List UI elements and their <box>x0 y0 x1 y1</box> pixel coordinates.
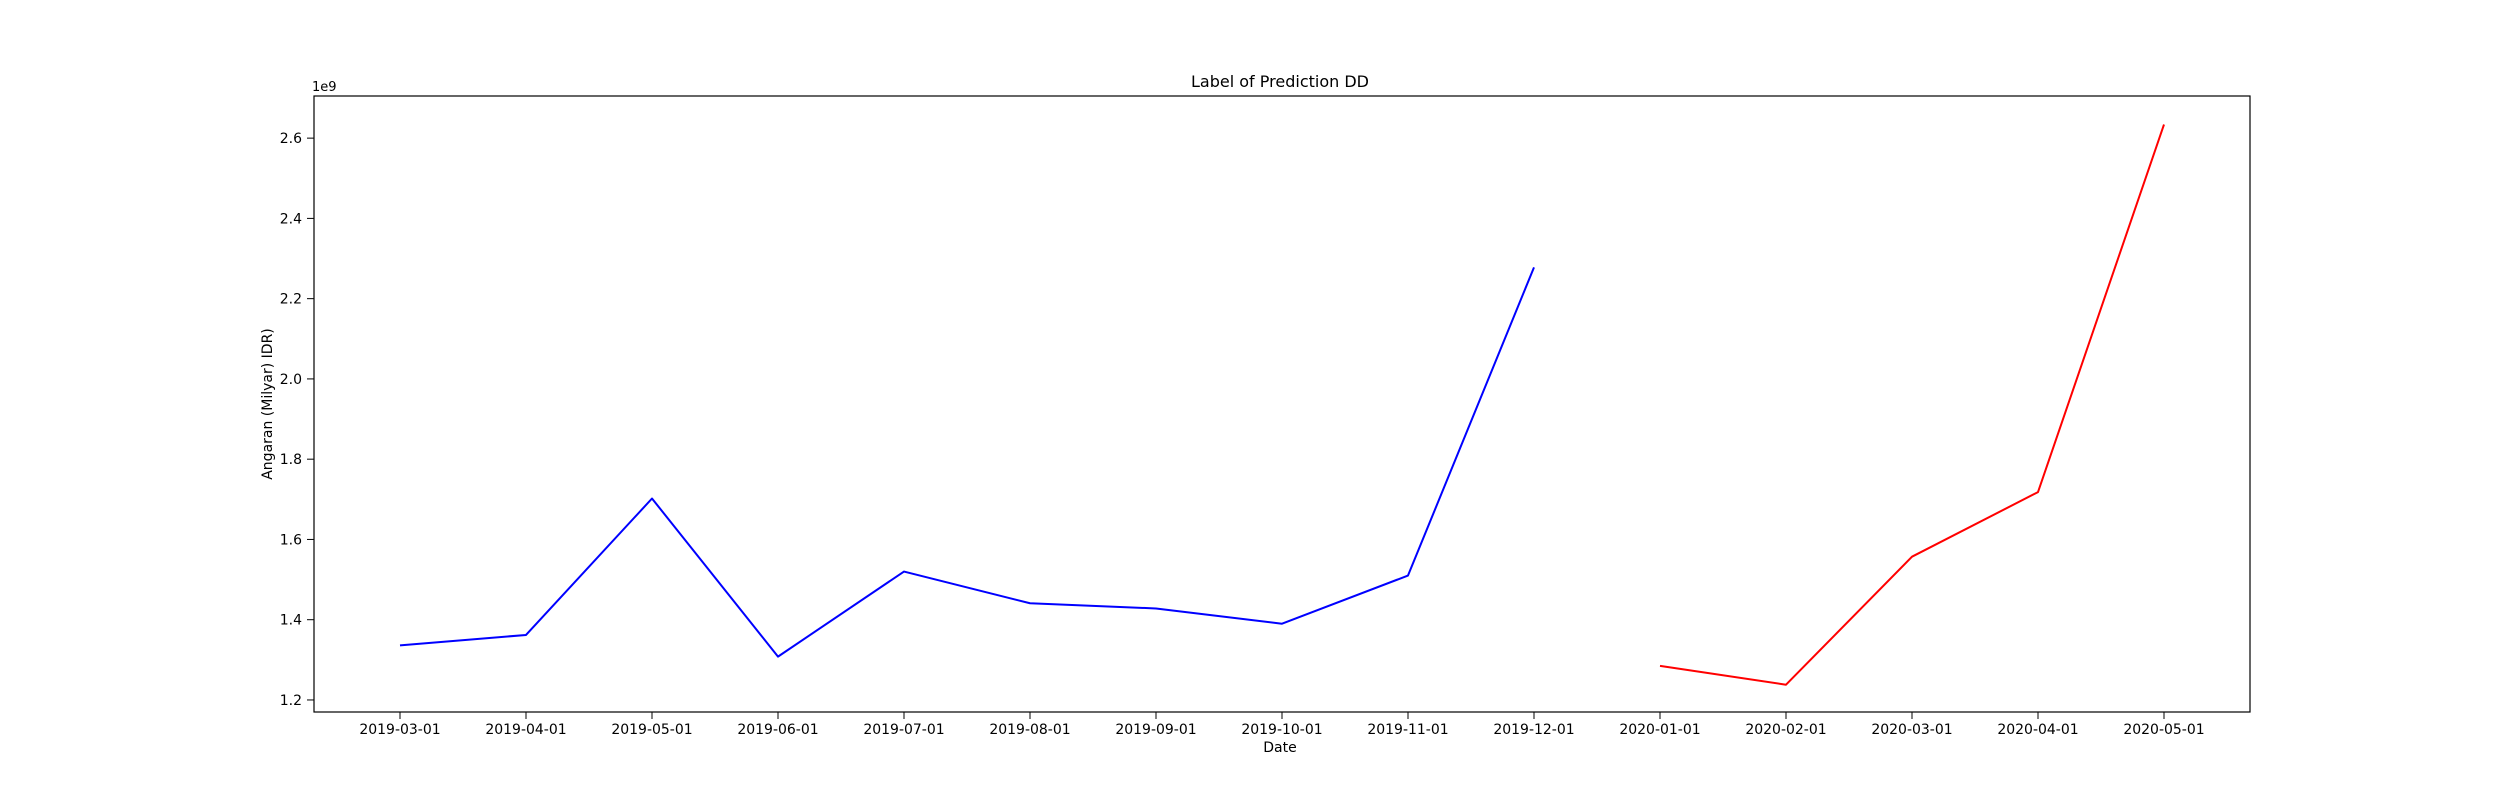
x-axis-label: Date <box>1263 740 1296 756</box>
y-axis-label: Angaran (Milyar) IDR) <box>260 328 276 480</box>
x-axis: 2019-03-01 2019-04-01 2019-05-01 2019-06-01… <box>359 712 2205 738</box>
x-tick-label: 2019-04-01 <box>485 722 566 738</box>
y-offset-label: 1e9 <box>312 80 337 95</box>
series-line-2 <box>1659 124 2165 686</box>
x-tick-label: 2019-05-01 <box>611 722 692 738</box>
y-tick-label: 1.8 <box>280 452 302 468</box>
x-tick-label: 2020-01-01 <box>1619 722 1700 738</box>
x-tick-label: 2019-08-01 <box>989 722 1070 738</box>
chart-title: Label of Prediction DD <box>1191 72 1369 91</box>
x-tick-label: 2019-12-01 <box>1493 722 1574 738</box>
x-tick-label: 2020-02-01 <box>1745 722 1826 738</box>
y-tick-label: 1.6 <box>280 532 302 548</box>
x-tick-label: 2019-10-01 <box>1241 722 1322 738</box>
x-tick-label: 2020-04-01 <box>1997 722 2078 738</box>
y-tick-label: 2.6 <box>280 131 302 147</box>
x-tick-label: 2019-06-01 <box>737 722 818 738</box>
y-axis: 1.2 1.4 1.6 1.8 2.0 2.2 2.4 2.6 <box>280 131 314 709</box>
x-tick-label: 2020-05-01 <box>2123 722 2204 738</box>
series-line-1 <box>399 266 1535 658</box>
plot-frame <box>313 95 2251 713</box>
x-tick-label: 2019-07-01 <box>863 722 944 738</box>
x-tick-label: 2019-11-01 <box>1367 722 1448 738</box>
x-tick-label: 2020-03-01 <box>1871 722 1952 738</box>
x-tick-label: 2019-03-01 <box>359 722 440 738</box>
x-tick-label: 2019-09-01 <box>1115 722 1196 738</box>
y-tick-label: 1.2 <box>280 693 302 709</box>
y-tick-label: 1.4 <box>280 613 302 629</box>
y-tick-label: 2.4 <box>280 211 302 227</box>
y-tick-label: 2.2 <box>280 292 302 308</box>
y-tick-label: 2.0 <box>280 372 302 388</box>
series-layer <box>399 124 2165 686</box>
